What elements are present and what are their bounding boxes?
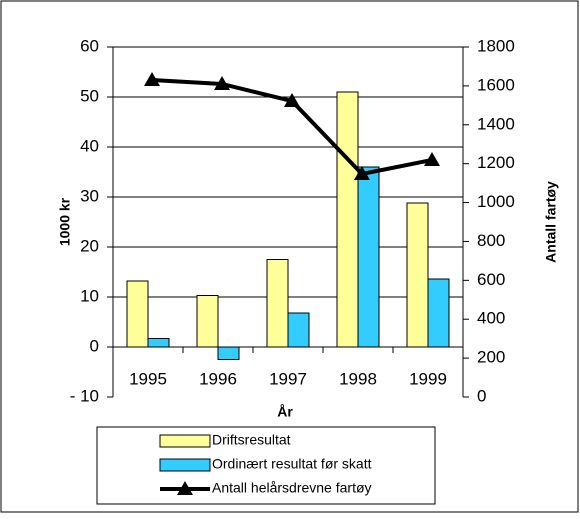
y-tick-label: - 10 <box>70 386 99 405</box>
line-marker <box>354 165 370 180</box>
y-axis-label: 1000 kr <box>57 197 73 246</box>
bar <box>406 202 429 348</box>
y-tick-label: 20 <box>80 236 99 255</box>
x-tick-label: 1999 <box>409 369 447 388</box>
y2-tick-label: 1400 <box>477 114 515 133</box>
x-tick-label: 1997 <box>269 369 307 388</box>
y2-tick-label: 400 <box>477 309 505 328</box>
legend-label: Driftsresultat <box>212 432 291 448</box>
bar <box>336 91 359 348</box>
y-tick-label: 30 <box>80 186 99 205</box>
y2-tick-label: 800 <box>477 231 505 250</box>
line-marker <box>424 151 440 166</box>
legend-swatch <box>177 481 193 495</box>
y2-tick-label: 200 <box>477 348 505 367</box>
x-tick-label: 1998 <box>339 369 377 388</box>
bar <box>266 259 289 348</box>
bar <box>147 338 170 348</box>
bar <box>287 312 310 348</box>
x-tick-label: 1995 <box>129 369 167 388</box>
bar <box>196 295 219 348</box>
line-marker <box>144 72 160 87</box>
legend-box <box>96 426 436 505</box>
y2-tick-label: 1000 <box>477 192 515 211</box>
legend-label: Ordinært resultat før skatt <box>212 456 372 472</box>
y-tick-label: 10 <box>80 286 99 305</box>
y-tick-label: 0 <box>90 336 99 355</box>
y2-tick-label: 1600 <box>477 75 515 94</box>
bar <box>357 166 380 348</box>
x-axis-label: År <box>277 404 293 420</box>
y2-tick-label: 600 <box>477 270 505 289</box>
bar <box>126 280 149 348</box>
legend-swatch <box>159 458 211 472</box>
y2-tick-label: 1800 <box>477 36 515 55</box>
y-tick-label: 40 <box>80 136 99 155</box>
y-tick-label: 60 <box>80 36 99 55</box>
y2-axis-label: Antall fartøy <box>543 181 559 263</box>
x-tick-label: 1996 <box>199 369 237 388</box>
line-marker <box>284 93 300 108</box>
line-marker <box>214 75 230 90</box>
bar <box>217 346 240 360</box>
legend-label: Antall helårsdrevne fartøy <box>212 480 372 496</box>
y2-tick-label: 0 <box>477 386 486 405</box>
y-tick-label: 50 <box>80 86 99 105</box>
y2-tick-label: 1200 <box>477 153 515 172</box>
legend-swatch <box>159 434 211 448</box>
bar <box>427 278 450 348</box>
